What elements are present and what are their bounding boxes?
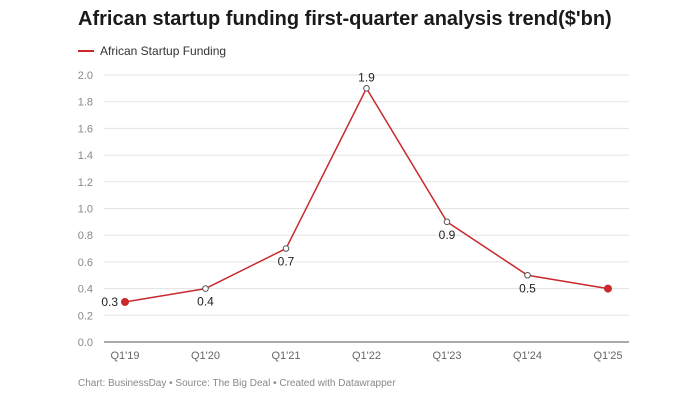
data-point — [282, 245, 290, 252]
y-tick-label: 0.8 — [78, 230, 93, 242]
y-tick-label: 0.0 — [78, 337, 93, 349]
y-tick-label: 0.2 — [78, 310, 93, 322]
x-tick-label: Q1'22 — [352, 350, 381, 362]
x-tick-label: Q1'24 — [513, 350, 542, 362]
y-tick-label: 0.4 — [78, 284, 93, 296]
data-point — [604, 284, 612, 293]
x-tick-label: Q1'21 — [271, 350, 300, 362]
y-tick-label: 2.0 — [78, 70, 93, 82]
legend-label: African Startup Funding — [100, 44, 227, 58]
y-tick-label: 1.8 — [78, 97, 93, 109]
legend: African Startup Funding — [78, 44, 226, 58]
data-label: 0.9 — [439, 228, 456, 242]
data-point — [121, 297, 129, 306]
data-label: 1.9 — [358, 70, 375, 84]
data-label: 0.7 — [278, 255, 295, 269]
data-label: 0.4 — [197, 295, 214, 309]
x-tick-label: Q1'20 — [191, 350, 220, 362]
data-point — [524, 271, 531, 279]
y-tick-label: 1.4 — [78, 150, 93, 162]
data-point — [363, 85, 370, 92]
data-label: 0.3 — [101, 295, 118, 309]
chart-footer: Chart: BusinessDay • Source: The Big Dea… — [78, 378, 396, 389]
data-point — [202, 285, 209, 292]
x-tick-label: Q1'19 — [110, 350, 139, 362]
data-label: 0.5 — [519, 281, 536, 295]
data-point — [443, 218, 451, 226]
x-tick-label: Q1'23 — [432, 350, 461, 362]
y-tick-label: 1.6 — [78, 123, 93, 135]
x-tick-label: Q1'25 — [593, 350, 622, 362]
chart-title: African startup funding first-quarter an… — [78, 8, 612, 30]
y-tick-label: 1.2 — [78, 177, 93, 189]
series-line — [124, 87, 609, 303]
y-tick-label: 1.0 — [78, 204, 93, 216]
legend-swatch — [78, 50, 94, 52]
y-tick-label: 0.6 — [78, 257, 93, 269]
